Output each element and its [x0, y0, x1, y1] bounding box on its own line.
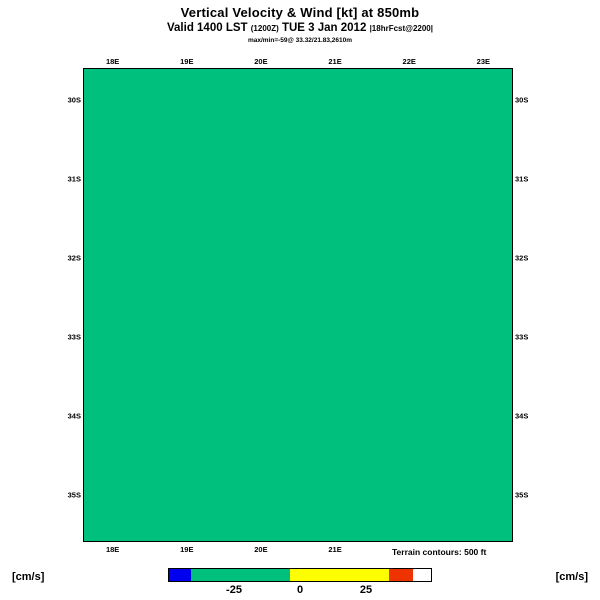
colorbar-band-negative — [190, 569, 291, 581]
y-axis-tick-left-32S: 32S — [67, 253, 81, 263]
page-title: Vertical Velocity & Wind [kt] at 850mb — [180, 5, 420, 20]
y-axis-tick-left-35S: 35S — [67, 490, 81, 500]
y-axis-tick-left-31S: 31S — [67, 174, 81, 184]
colorbar-row: [cm/s] [cm/s] -25 0 25 — [0, 565, 600, 600]
subtitle-valid-time: Valid 1400 LST — [167, 22, 248, 34]
x-axis-tick-top-21E: 21E — [328, 57, 342, 66]
colorbar-band-positive — [290, 569, 390, 581]
subtitle-forecast-tag: |18hrFcst@2200| — [369, 24, 433, 33]
y-axis-tick-right-31S: 31S — [515, 174, 529, 184]
colorbar-band-below-minus-fifty — [169, 569, 191, 581]
terrain-contour-note: Terrain contours: 500 ft — [392, 547, 487, 557]
x-axis-tick-bottom-21E: 21E — [328, 545, 342, 554]
y-axis-tick-left-33S: 33S — [67, 332, 81, 342]
colorbar-tick--25: -25 — [226, 584, 242, 596]
subtitle-minmax: max/min=-59@ 33.32/21.83,2610m — [247, 37, 353, 44]
y-axis-tick-right-35S: 35S — [515, 490, 529, 500]
y-axis-tick-left-30S: 30S — [67, 95, 81, 105]
x-axis-tick-top-22E: 22E — [402, 57, 416, 66]
colorbar[interactable] — [168, 568, 432, 582]
x-axis-tick-top-23E: 23E — [476, 57, 491, 66]
colorbar-unit-left: [cm/s] — [12, 571, 45, 583]
map-plot-area[interactable] — [83, 68, 513, 542]
y-axis-tick-right-34S: 34S — [515, 411, 529, 421]
colorbar-unit-right: [cm/s] — [555, 571, 588, 583]
x-axis-tick-top-18E: 18E — [105, 57, 120, 66]
x-axis-tick-bottom-19E: 19E — [180, 545, 194, 554]
y-axis-tick-left-34S: 34S — [67, 411, 81, 421]
colorbar-tick-0: 0 — [296, 584, 304, 596]
colorbar-band-above-twentyfive — [389, 569, 414, 581]
chart-subtitle: Valid 1400 LST (1200Z) TUE 3 Jan 2012 |1… — [0, 21, 600, 36]
y-axis-tick-right-33S: 33S — [515, 332, 529, 342]
subtitle-date: TUE 3 Jan 2012 — [281, 22, 367, 34]
y-axis-tick-right-30S: 30S — [515, 95, 529, 105]
y-axis-tick-right-32S: 32S — [515, 253, 529, 263]
x-axis-tick-top-20E: 20E — [254, 57, 268, 66]
colorbar-tick-25: 25 — [359, 584, 373, 596]
subtitle-utc-time: (1200Z) — [250, 24, 279, 33]
x-axis-tick-bottom-20E: 20E — [254, 545, 268, 554]
title-block: Vertical Velocity & Wind [kt] at 850mb V… — [0, 6, 600, 45]
x-axis-tick-bottom-18E: 18E — [105, 545, 120, 554]
vertical-velocity-heatmap-canvas — [84, 69, 511, 540]
x-axis-tick-top-19E: 19E — [180, 57, 194, 66]
